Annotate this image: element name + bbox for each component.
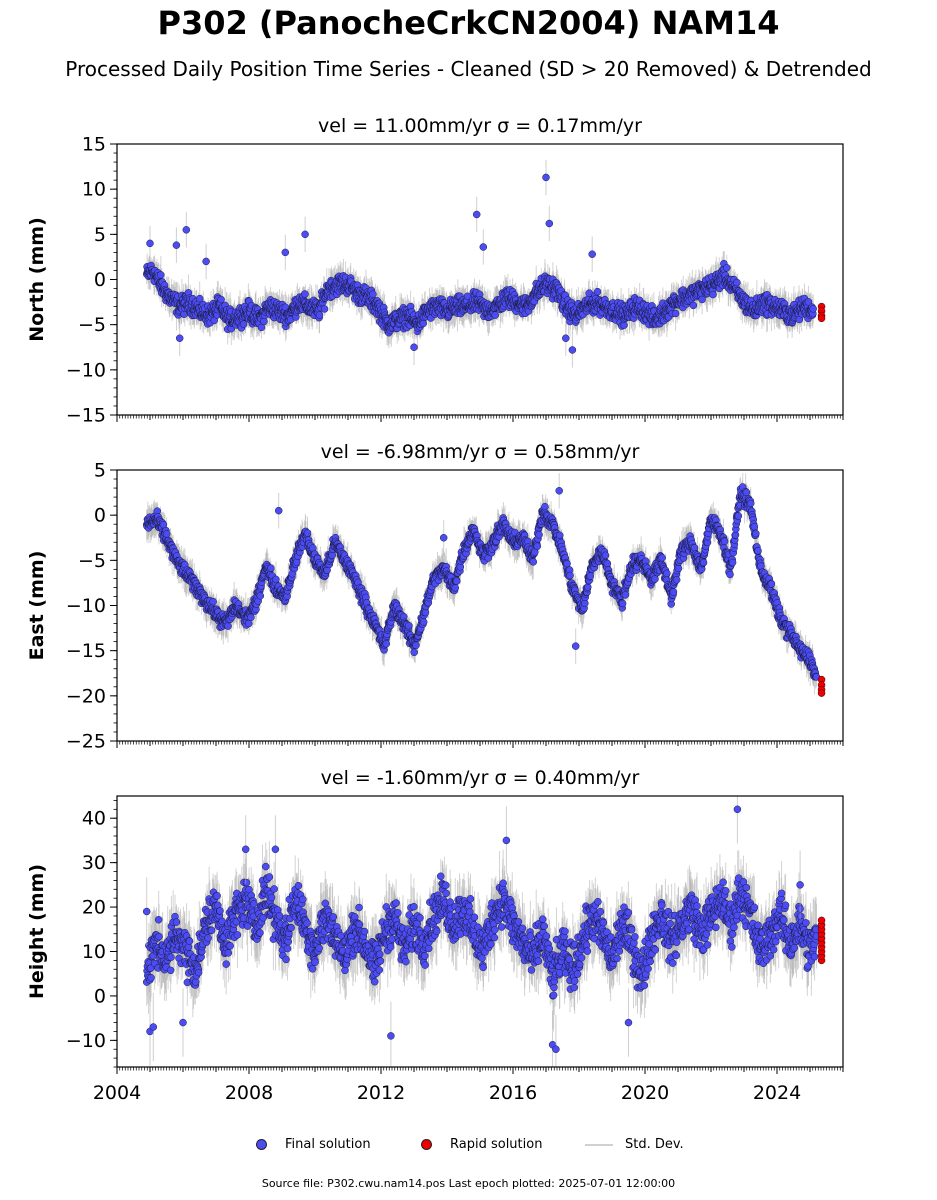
final-solution-point — [419, 319, 428, 328]
final-solution-point — [593, 287, 602, 296]
final-solution-point — [723, 264, 731, 272]
y-tick-label: −5 — [78, 314, 106, 336]
page-title: P302 (PanocheCrkCN2004) NAM14 — [157, 4, 780, 42]
panel-title: vel = 11.00mm/yr σ = 0.17mm/yr — [318, 115, 642, 137]
final-solution-point — [217, 295, 225, 304]
final-solution-outlier — [410, 343, 418, 351]
final-solution-point — [709, 290, 717, 299]
final-solution-point — [301, 290, 309, 298]
final-solution-outlier — [182, 226, 191, 234]
y-tick-label: 0 — [94, 269, 106, 291]
page-subtitle: Processed Daily Position Time Series - C… — [65, 57, 872, 81]
y-axis-label: North (mm) — [26, 217, 48, 342]
final-solution-point — [239, 320, 248, 328]
final-solution-outlier — [542, 173, 550, 182]
y-tick-label: 10 — [82, 179, 106, 201]
final-solution-outlier — [172, 241, 181, 249]
final-solution-outlier — [568, 346, 577, 354]
final-solution-point — [671, 309, 680, 318]
final-solution-outlier — [562, 334, 570, 342]
panel-data-layer — [142, 159, 826, 368]
y-tick-label: −10 — [66, 359, 106, 381]
final-solution-point — [195, 294, 204, 303]
final-solution-point — [491, 311, 499, 319]
panel-north: −15 −10 −5 0 5 10 15 vel = 11.00mm/yr σ = 0.17m… — [26, 115, 844, 427]
final-solution-point — [804, 298, 813, 306]
y-tick-label: 15 — [82, 134, 106, 156]
panel-data-layer — [142, 472, 826, 697]
final-solution-point — [698, 295, 706, 304]
final-solution-outlier — [472, 210, 481, 219]
final-solution-point — [320, 305, 329, 313]
final-solution-outlier — [301, 230, 309, 239]
final-solution-point — [689, 301, 698, 310]
final-solution-outlier — [202, 257, 210, 266]
y-tick-label: −15 — [66, 405, 106, 427]
final-solution-outlier — [175, 334, 184, 342]
y-tick-label: 5 — [94, 224, 106, 246]
final-solution-outlier — [281, 248, 290, 257]
final-solution-outlier — [545, 219, 554, 228]
final-solution-point — [809, 305, 817, 313]
final-solution-point — [733, 278, 741, 287]
final-solution-outlier — [146, 239, 154, 248]
final-solution-point — [369, 290, 377, 298]
final-solution-point — [157, 271, 165, 279]
final-solution-point — [315, 311, 324, 319]
final-solution-outlier — [479, 243, 488, 251]
rapid-solution-point — [817, 314, 826, 323]
final-solution-outlier — [588, 250, 596, 258]
